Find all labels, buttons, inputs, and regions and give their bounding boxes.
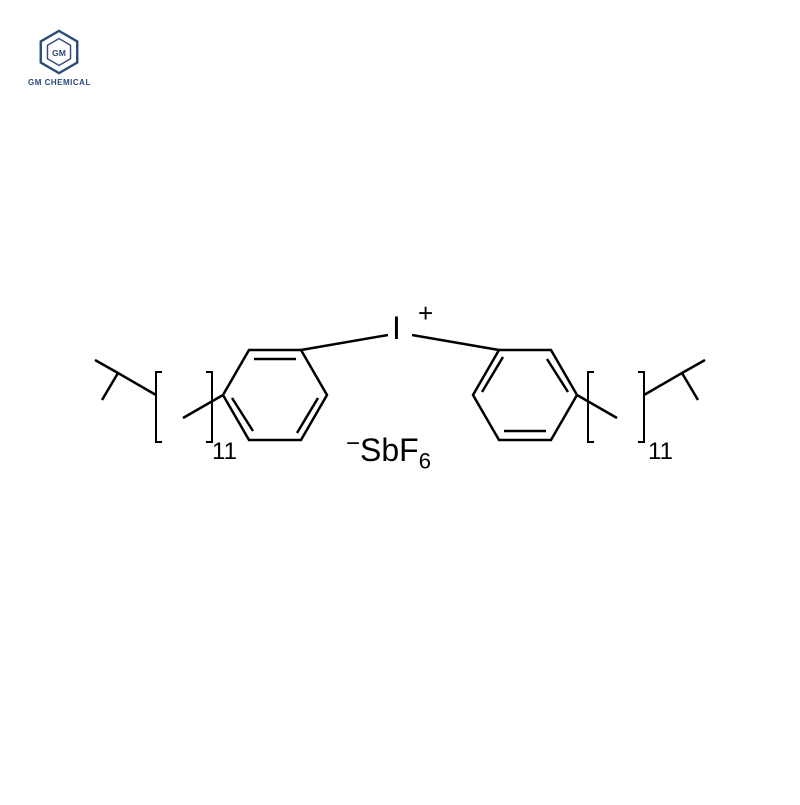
right-benzene-ring — [473, 350, 577, 440]
left-alkyl-chain — [95, 360, 223, 442]
left-benzene-ring — [223, 350, 327, 440]
left-repeat-count: 11 — [212, 438, 237, 466]
counterion-charge: − — [346, 430, 360, 458]
iodine-label: I — [392, 310, 401, 347]
right-alkyl-chain — [577, 360, 705, 442]
structure-svg — [0, 0, 800, 800]
chemical-structure-diagram: I + − SbF6 11 11 — [0, 0, 800, 800]
iodine-charge: + — [418, 298, 433, 329]
counterion-label: SbF6 — [360, 432, 431, 474]
right-repeat-count: 11 — [648, 438, 673, 466]
